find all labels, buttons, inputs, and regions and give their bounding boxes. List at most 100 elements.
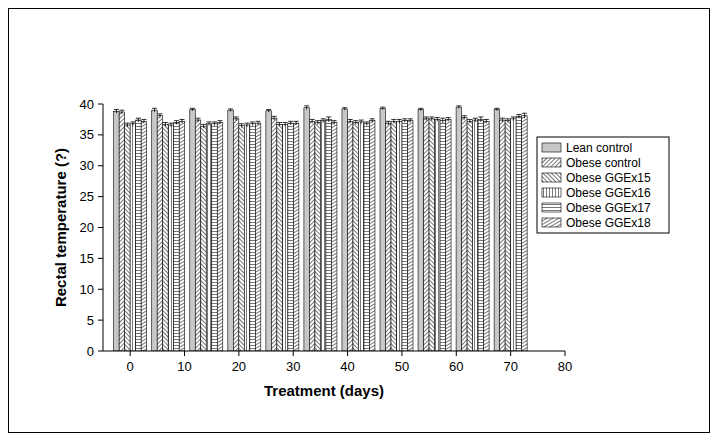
- error-bar: [386, 121, 391, 125]
- error-bar: [152, 108, 157, 112]
- error-line: [410, 119, 411, 123]
- bar: [293, 123, 299, 351]
- error-cap: [141, 119, 146, 120]
- error-cap: [277, 122, 282, 123]
- error-line: [399, 119, 400, 123]
- legend-swatch: [542, 203, 561, 212]
- error-line: [486, 119, 487, 123]
- error-line: [355, 121, 356, 125]
- error-bar: [332, 121, 337, 125]
- error-line: [475, 118, 476, 122]
- legend-label: Obese GGEx18: [566, 216, 651, 230]
- error-line: [236, 117, 237, 121]
- y-tick: [98, 351, 103, 352]
- bar: [320, 121, 326, 351]
- bar: [429, 119, 435, 351]
- error-cap: [190, 108, 195, 109]
- legend-swatch: [542, 188, 561, 197]
- error-bar: [239, 124, 244, 128]
- bar: [266, 111, 272, 351]
- bar: [119, 112, 125, 351]
- bar: [494, 110, 500, 351]
- error-line: [306, 106, 307, 110]
- x-tick: [238, 351, 239, 356]
- legend-swatch: [542, 143, 561, 152]
- error-bar: [304, 106, 309, 110]
- error-line: [214, 122, 215, 126]
- y-tick: [98, 196, 103, 197]
- error-line: [518, 114, 519, 118]
- error-bar: [201, 124, 206, 128]
- error-bar: [478, 117, 483, 122]
- error-cap: [467, 119, 472, 120]
- error-bar: [440, 118, 445, 123]
- y-tick: [98, 134, 103, 135]
- error-bar: [168, 123, 173, 127]
- x-tick-label: 10: [177, 359, 191, 374]
- error-line: [350, 119, 351, 123]
- bar: [402, 121, 408, 351]
- error-bar: [250, 122, 255, 126]
- y-tick-label: 30: [80, 158, 94, 173]
- error-bar: [196, 118, 201, 122]
- bar: [347, 121, 353, 351]
- bar: [233, 119, 239, 351]
- error-cap: [494, 108, 499, 109]
- error-cap: [332, 120, 337, 121]
- y-tick-label: 40: [80, 97, 94, 112]
- error-line: [317, 121, 318, 125]
- error-line: [176, 121, 177, 125]
- error-cap: [429, 116, 434, 117]
- y-tick-label: 35: [80, 127, 94, 142]
- y-tick: [98, 227, 103, 228]
- error-cap: [505, 118, 510, 119]
- bar: [304, 108, 310, 351]
- error-line: [165, 123, 166, 127]
- legend-swatch: [542, 218, 561, 227]
- error-bar: [494, 108, 499, 110]
- error-line: [274, 116, 275, 120]
- bar: [331, 123, 337, 351]
- bar: [380, 108, 386, 351]
- error-line: [170, 123, 171, 127]
- error-bar: [277, 123, 282, 127]
- error-cap: [456, 105, 461, 106]
- error-line: [437, 118, 438, 122]
- legend-label: Obese GGEx15: [566, 171, 651, 185]
- error-line: [121, 110, 122, 114]
- error-bar: [114, 110, 119, 114]
- error-cap: [228, 108, 233, 109]
- y-tick: [98, 258, 103, 259]
- error-line: [132, 122, 133, 126]
- error-cap: [386, 121, 391, 122]
- error-line: [388, 121, 389, 125]
- bar: [478, 119, 484, 351]
- y-tick-label: 20: [80, 220, 94, 235]
- error-line: [366, 122, 367, 126]
- bar: [282, 124, 288, 351]
- error-line: [285, 123, 286, 127]
- bar: [315, 123, 321, 351]
- error-cap: [179, 119, 184, 120]
- error-bar: [321, 119, 326, 123]
- error-line: [361, 120, 362, 124]
- error-line: [252, 122, 253, 126]
- error-line: [502, 118, 503, 122]
- error-line: [138, 118, 139, 122]
- error-bar: [119, 110, 124, 114]
- bar: [244, 125, 250, 351]
- error-bar: [163, 123, 168, 127]
- error-cap: [370, 118, 375, 119]
- error-cap: [435, 117, 440, 118]
- bar: [206, 124, 212, 351]
- error-cap: [484, 119, 489, 120]
- error-bar: [473, 118, 478, 122]
- error-line: [203, 124, 204, 128]
- error-cap: [157, 113, 162, 114]
- error-bar: [326, 117, 331, 122]
- bar: [217, 123, 223, 351]
- error-bar: [294, 121, 299, 125]
- error-line: [296, 121, 297, 125]
- y-tick-label: 15: [80, 251, 94, 266]
- x-tick: [401, 351, 402, 356]
